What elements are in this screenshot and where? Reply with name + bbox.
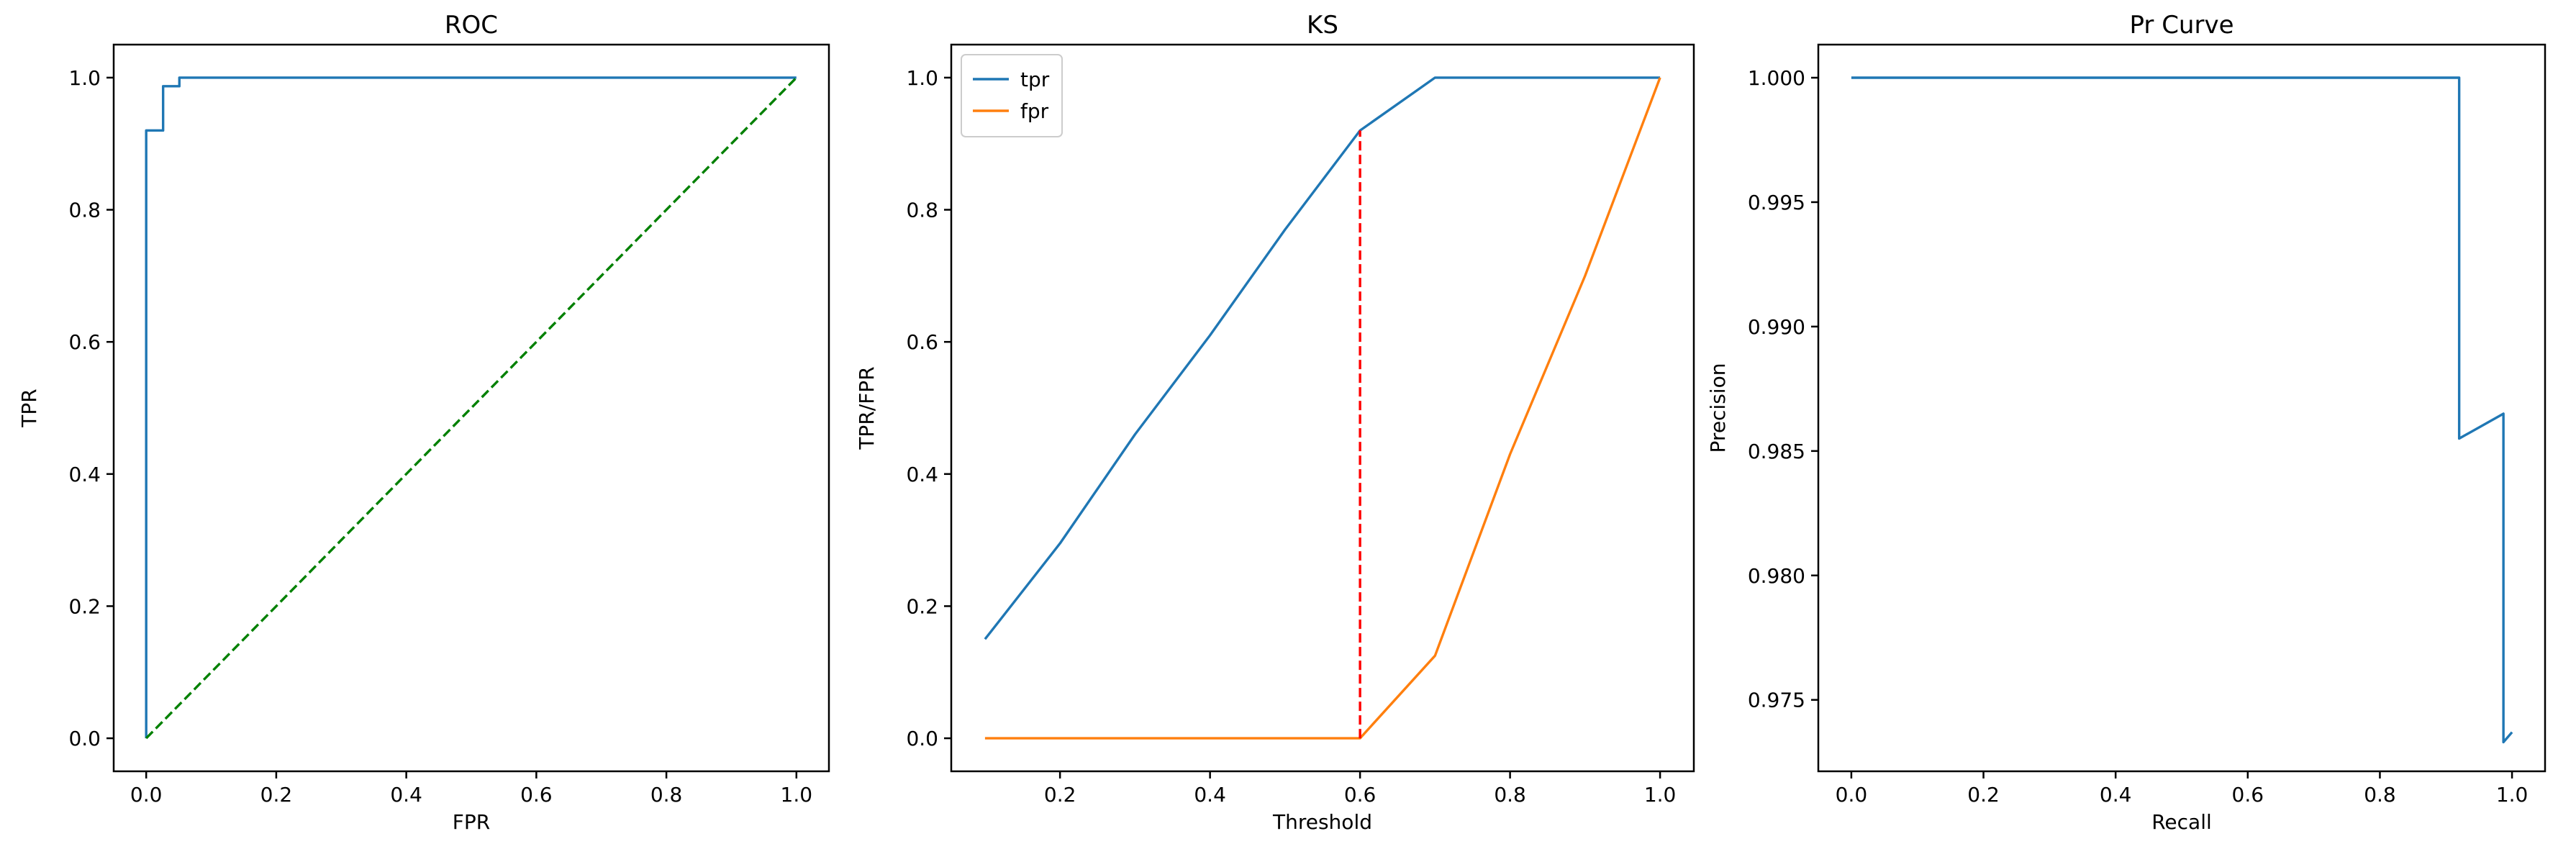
pr-curve-x-tick-label: 0.8 [2364, 783, 2396, 807]
pr-curve-x-tick-label: 0.0 [1836, 783, 1868, 807]
ks-x-tick-label: 0.6 [1344, 783, 1377, 807]
roc-x-tick-label: 0.4 [390, 783, 422, 807]
ks-y-tick-label: 0.2 [906, 594, 938, 618]
pr-curve-x-tick-label: 0.6 [2232, 783, 2264, 807]
roc-plot-area [145, 76, 798, 740]
pr-curve-y-tick-label: 0.985 [1748, 440, 1805, 463]
pr-curve-y-tick-label: 0.980 [1748, 564, 1805, 588]
pr-curve-y-tick-label: 1.000 [1748, 66, 1805, 90]
pr-curve-axes-frame [1817, 43, 2546, 773]
roc-axes-frame [112, 43, 830, 773]
ks-plot-area [984, 76, 1661, 740]
ks-legend-label-fpr: fpr [1020, 99, 1049, 123]
roc-x-tick-label: 0.6 [520, 783, 553, 807]
ks-series-line-fpr [984, 77, 1661, 740]
ks-series-line-tpr [984, 76, 1661, 640]
ks-y-axis-label: TPR/FPR [855, 366, 879, 450]
pr-curve-x-tick-label: 0.4 [2100, 783, 2132, 807]
roc-x-axis-label: FPR [453, 810, 490, 834]
pr-curve-y-tick-label: 0.975 [1748, 689, 1805, 712]
roc-x-tick-label: 0.8 [650, 783, 683, 807]
pr-curve-chart-title: Pr Curve [2130, 11, 2234, 40]
pr-curve-y-axis-label: Precision [1706, 363, 1730, 453]
ks-y-tick-label: 0.8 [906, 199, 938, 222]
ks-x-tick-label: 0.2 [1044, 783, 1076, 807]
pr-curve-y-tick-label: 0.995 [1748, 191, 1805, 214]
ks-x-tick-label: 0.8 [1494, 783, 1526, 807]
roc-series-line-dashed-1 [145, 76, 798, 740]
ks-y-tick-label: 0.4 [906, 463, 938, 486]
ks-y-tick-label: 0.0 [906, 727, 938, 750]
pr-curve-series-line-0 [1851, 76, 2513, 744]
roc-y-tick-label: 0.8 [68, 199, 101, 222]
roc-chart: ROC FPR TPR 0.0 0.2 0.4 0.6 0.8 1.0 0.0 0.2 0.4 0… [17, 11, 830, 834]
ks-x-tick-label: 1.0 [1644, 783, 1677, 807]
pr-curve-x-tick-label: 0.2 [1967, 783, 2000, 807]
roc-x-tick-label: 0.0 [130, 783, 163, 807]
roc-y-tick-label: 0.0 [68, 727, 101, 750]
ks-x-tick-label: 0.4 [1194, 783, 1226, 807]
roc-y-axis-label: TPR [17, 389, 41, 427]
ks-legend-label-tpr: tpr [1020, 68, 1050, 91]
ks-axes-frame [950, 43, 1695, 773]
roc-y-tick-label: 0.2 [68, 594, 101, 618]
roc-x-tick-label: 1.0 [781, 783, 813, 807]
ks-y-tick-label: 1.0 [906, 66, 938, 90]
roc-y-tick-label: 0.4 [68, 463, 101, 486]
ks-x-axis-label: Threshold [1272, 810, 1372, 834]
ks-chart: KS Threshold TPR/FPR 0.2 0.4 0.6 0.8 1.0 0.0 0… [855, 11, 1695, 834]
roc-series-line-0 [145, 76, 797, 739]
ks-chart-title: KS [1307, 11, 1338, 40]
ks-y-tick-label: 0.6 [906, 330, 938, 354]
roc-y-tick-label: 0.6 [68, 330, 101, 354]
ks-legend: tpr fpr [961, 54, 1063, 137]
roc-chart-title: ROC [445, 11, 498, 40]
pr-curve-chart: Pr Curve Recall Precision 0.0 0.2 0.4 0.6 0.… [1706, 11, 2546, 834]
roc-y-tick-label: 1.0 [68, 66, 101, 90]
roc-x-tick-label: 0.2 [260, 783, 293, 807]
pr-curve-plot-area [1851, 76, 2513, 744]
ks-legend-box [961, 54, 1063, 137]
pr-curve-y-tick-label: 0.990 [1748, 315, 1805, 339]
pr-curve-x-tick-label: 1.0 [2496, 783, 2529, 807]
pr-curve-x-axis-label: Recall [2151, 810, 2212, 834]
